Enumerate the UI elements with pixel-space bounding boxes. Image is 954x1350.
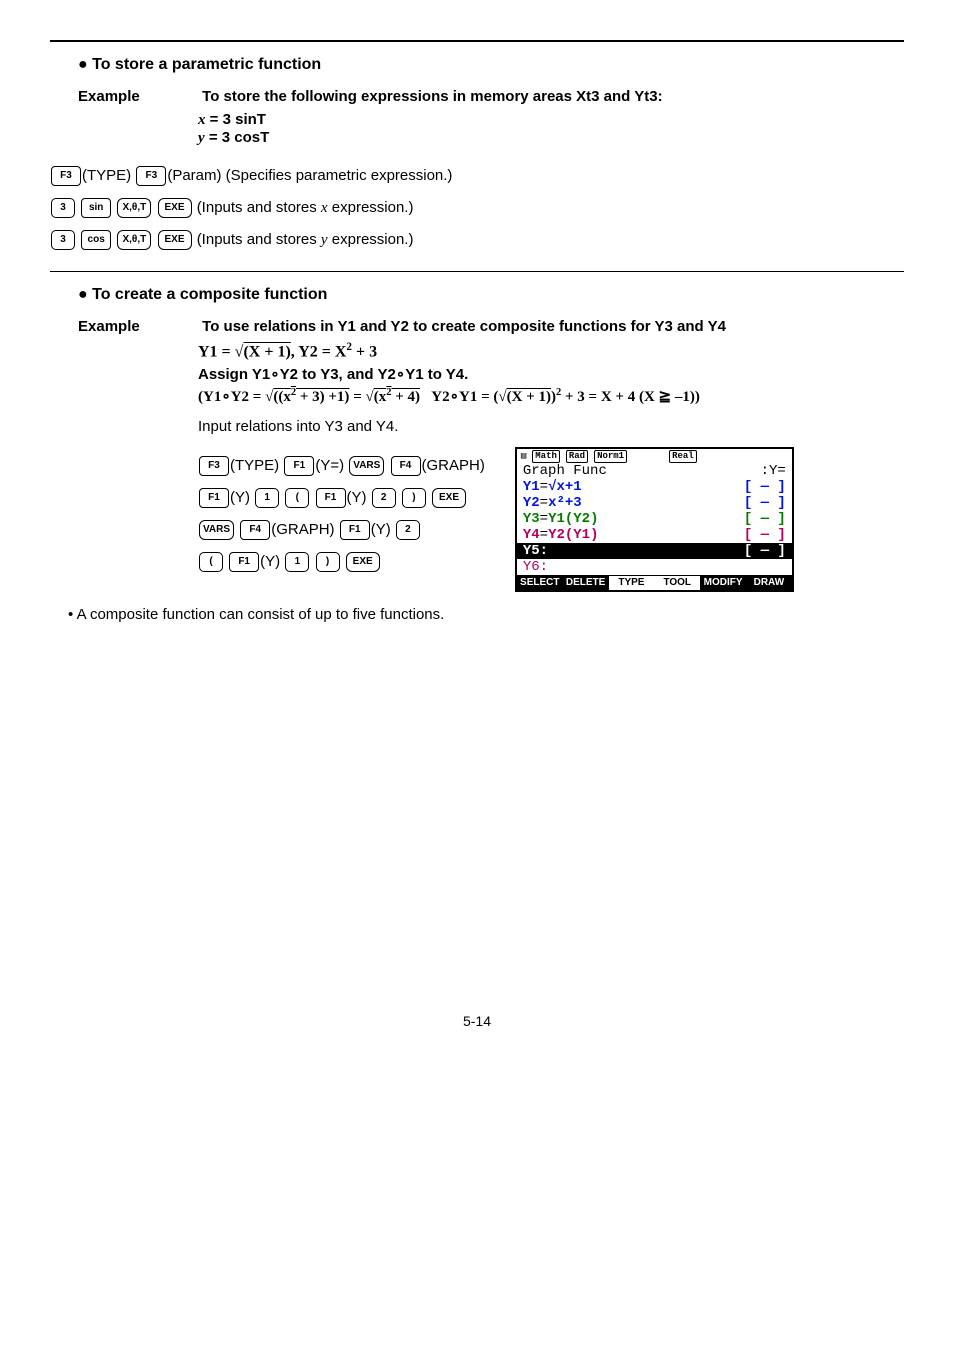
key-lparen: ( bbox=[199, 552, 223, 572]
key-exe: EXE bbox=[158, 198, 192, 218]
key-exe: EXE bbox=[432, 488, 466, 508]
calc-row: Y2=x²+3[ — ] bbox=[517, 495, 792, 511]
key-f1: F1 bbox=[284, 456, 314, 476]
calc-softkeys: SELECTDELETETYPETOOLMODIFYDRAW bbox=[517, 575, 792, 590]
calc-softkey: DELETE bbox=[563, 576, 609, 590]
calc-softkey: SELECT bbox=[517, 576, 563, 590]
key-vars: VARS bbox=[199, 520, 234, 540]
key-3: 3 bbox=[51, 198, 75, 218]
calc-row: Y4=Y2(Y1)[ — ] bbox=[517, 527, 792, 543]
key-f3: F3 bbox=[199, 456, 229, 476]
example-label-2: Example bbox=[78, 318, 198, 335]
input-note: Input relations into Y3 and Y4. bbox=[198, 418, 904, 435]
key-f1: F1 bbox=[229, 552, 259, 572]
expand-line: (Y1∘Y2 = √((x2 + 3) +1) = √(x2 + 4) Y2∘Y… bbox=[198, 387, 904, 406]
key-lparen: ( bbox=[285, 488, 309, 508]
key-f4: F4 bbox=[391, 456, 421, 476]
key-f1: F1 bbox=[340, 520, 370, 540]
footnote: A composite function can consist of up t… bbox=[68, 606, 904, 623]
key-sequence-block: F3(TYPE) F1(Y=) VARS F4(GRAPH) F1(Y) 1 (… bbox=[198, 447, 485, 581]
example-lead-2: To use relations in Y1 and Y2 to create … bbox=[202, 318, 882, 335]
key-1: 1 bbox=[255, 488, 279, 508]
keyline-y-expr: 3 cos X,θ,T EXE (Inputs and stores y exp… bbox=[50, 227, 904, 253]
key-cos: cos bbox=[81, 230, 111, 250]
calc-softkey: TYPE bbox=[609, 576, 655, 590]
example-lead-1: To store the following expressions in me… bbox=[202, 88, 882, 105]
calc-row-y5: Y5:[ — ] bbox=[517, 543, 792, 559]
page-number: 5-14 bbox=[50, 1013, 904, 1029]
key-exe: EXE bbox=[158, 230, 192, 250]
eq-x: x = 3 sinT bbox=[198, 111, 904, 129]
assign-line: Assign Y1∘Y2 to Y3, and Y2∘Y1 to Y4. bbox=[198, 365, 904, 383]
key-exe: EXE bbox=[346, 552, 380, 572]
key-f3: F3 bbox=[136, 166, 166, 186]
key-2: 2 bbox=[372, 488, 396, 508]
key-2: 2 bbox=[396, 520, 420, 540]
key-f1: F1 bbox=[316, 488, 346, 508]
calc-status-bar: ▤ Math Rad Norm1 Real bbox=[517, 449, 792, 462]
section1-title: To store a parametric function bbox=[78, 56, 904, 74]
key-1: 1 bbox=[285, 552, 309, 572]
eq-defs: Y1 = √(X + 1), Y2 = X2 + 3 bbox=[198, 341, 904, 361]
calculator-screen: ▤ Math Rad Norm1 Real Graph Func:Y= Y1=√… bbox=[515, 447, 794, 592]
calc-softkey: DRAW bbox=[746, 576, 792, 590]
key-f4: F4 bbox=[240, 520, 270, 540]
key-f3: F3 bbox=[51, 166, 81, 186]
key-xthetat: X,θ,T bbox=[117, 230, 151, 250]
calc-row: Y1=√x+1[ — ] bbox=[517, 479, 792, 495]
calc-header: Graph Func:Y= bbox=[517, 463, 792, 479]
calc-softkey: TOOL bbox=[654, 576, 700, 590]
section2-title: To create a composite function bbox=[78, 286, 904, 304]
key-rparen: ) bbox=[402, 488, 426, 508]
key-xthetat: X,θ,T bbox=[117, 198, 151, 218]
key-vars: VARS bbox=[349, 456, 384, 476]
key-f1: F1 bbox=[199, 488, 229, 508]
key-sin: sin bbox=[81, 198, 111, 218]
calc-row: Y3=Y1(Y2)[ — ] bbox=[517, 511, 792, 527]
keyline-x-expr: 3 sin X,θ,T EXE (Inputs and stores x exp… bbox=[50, 195, 904, 221]
calc-row-y6: Y6: bbox=[517, 559, 792, 575]
key-rparen: ) bbox=[316, 552, 340, 572]
eq-y: y = 3 cosT bbox=[198, 129, 904, 147]
example-label-1: Example bbox=[78, 88, 198, 105]
calc-softkey: MODIFY bbox=[700, 576, 746, 590]
key-3: 3 bbox=[51, 230, 75, 250]
keyline-type-param: F3(TYPE) F3(Param) (Specifies parametric… bbox=[50, 163, 904, 189]
